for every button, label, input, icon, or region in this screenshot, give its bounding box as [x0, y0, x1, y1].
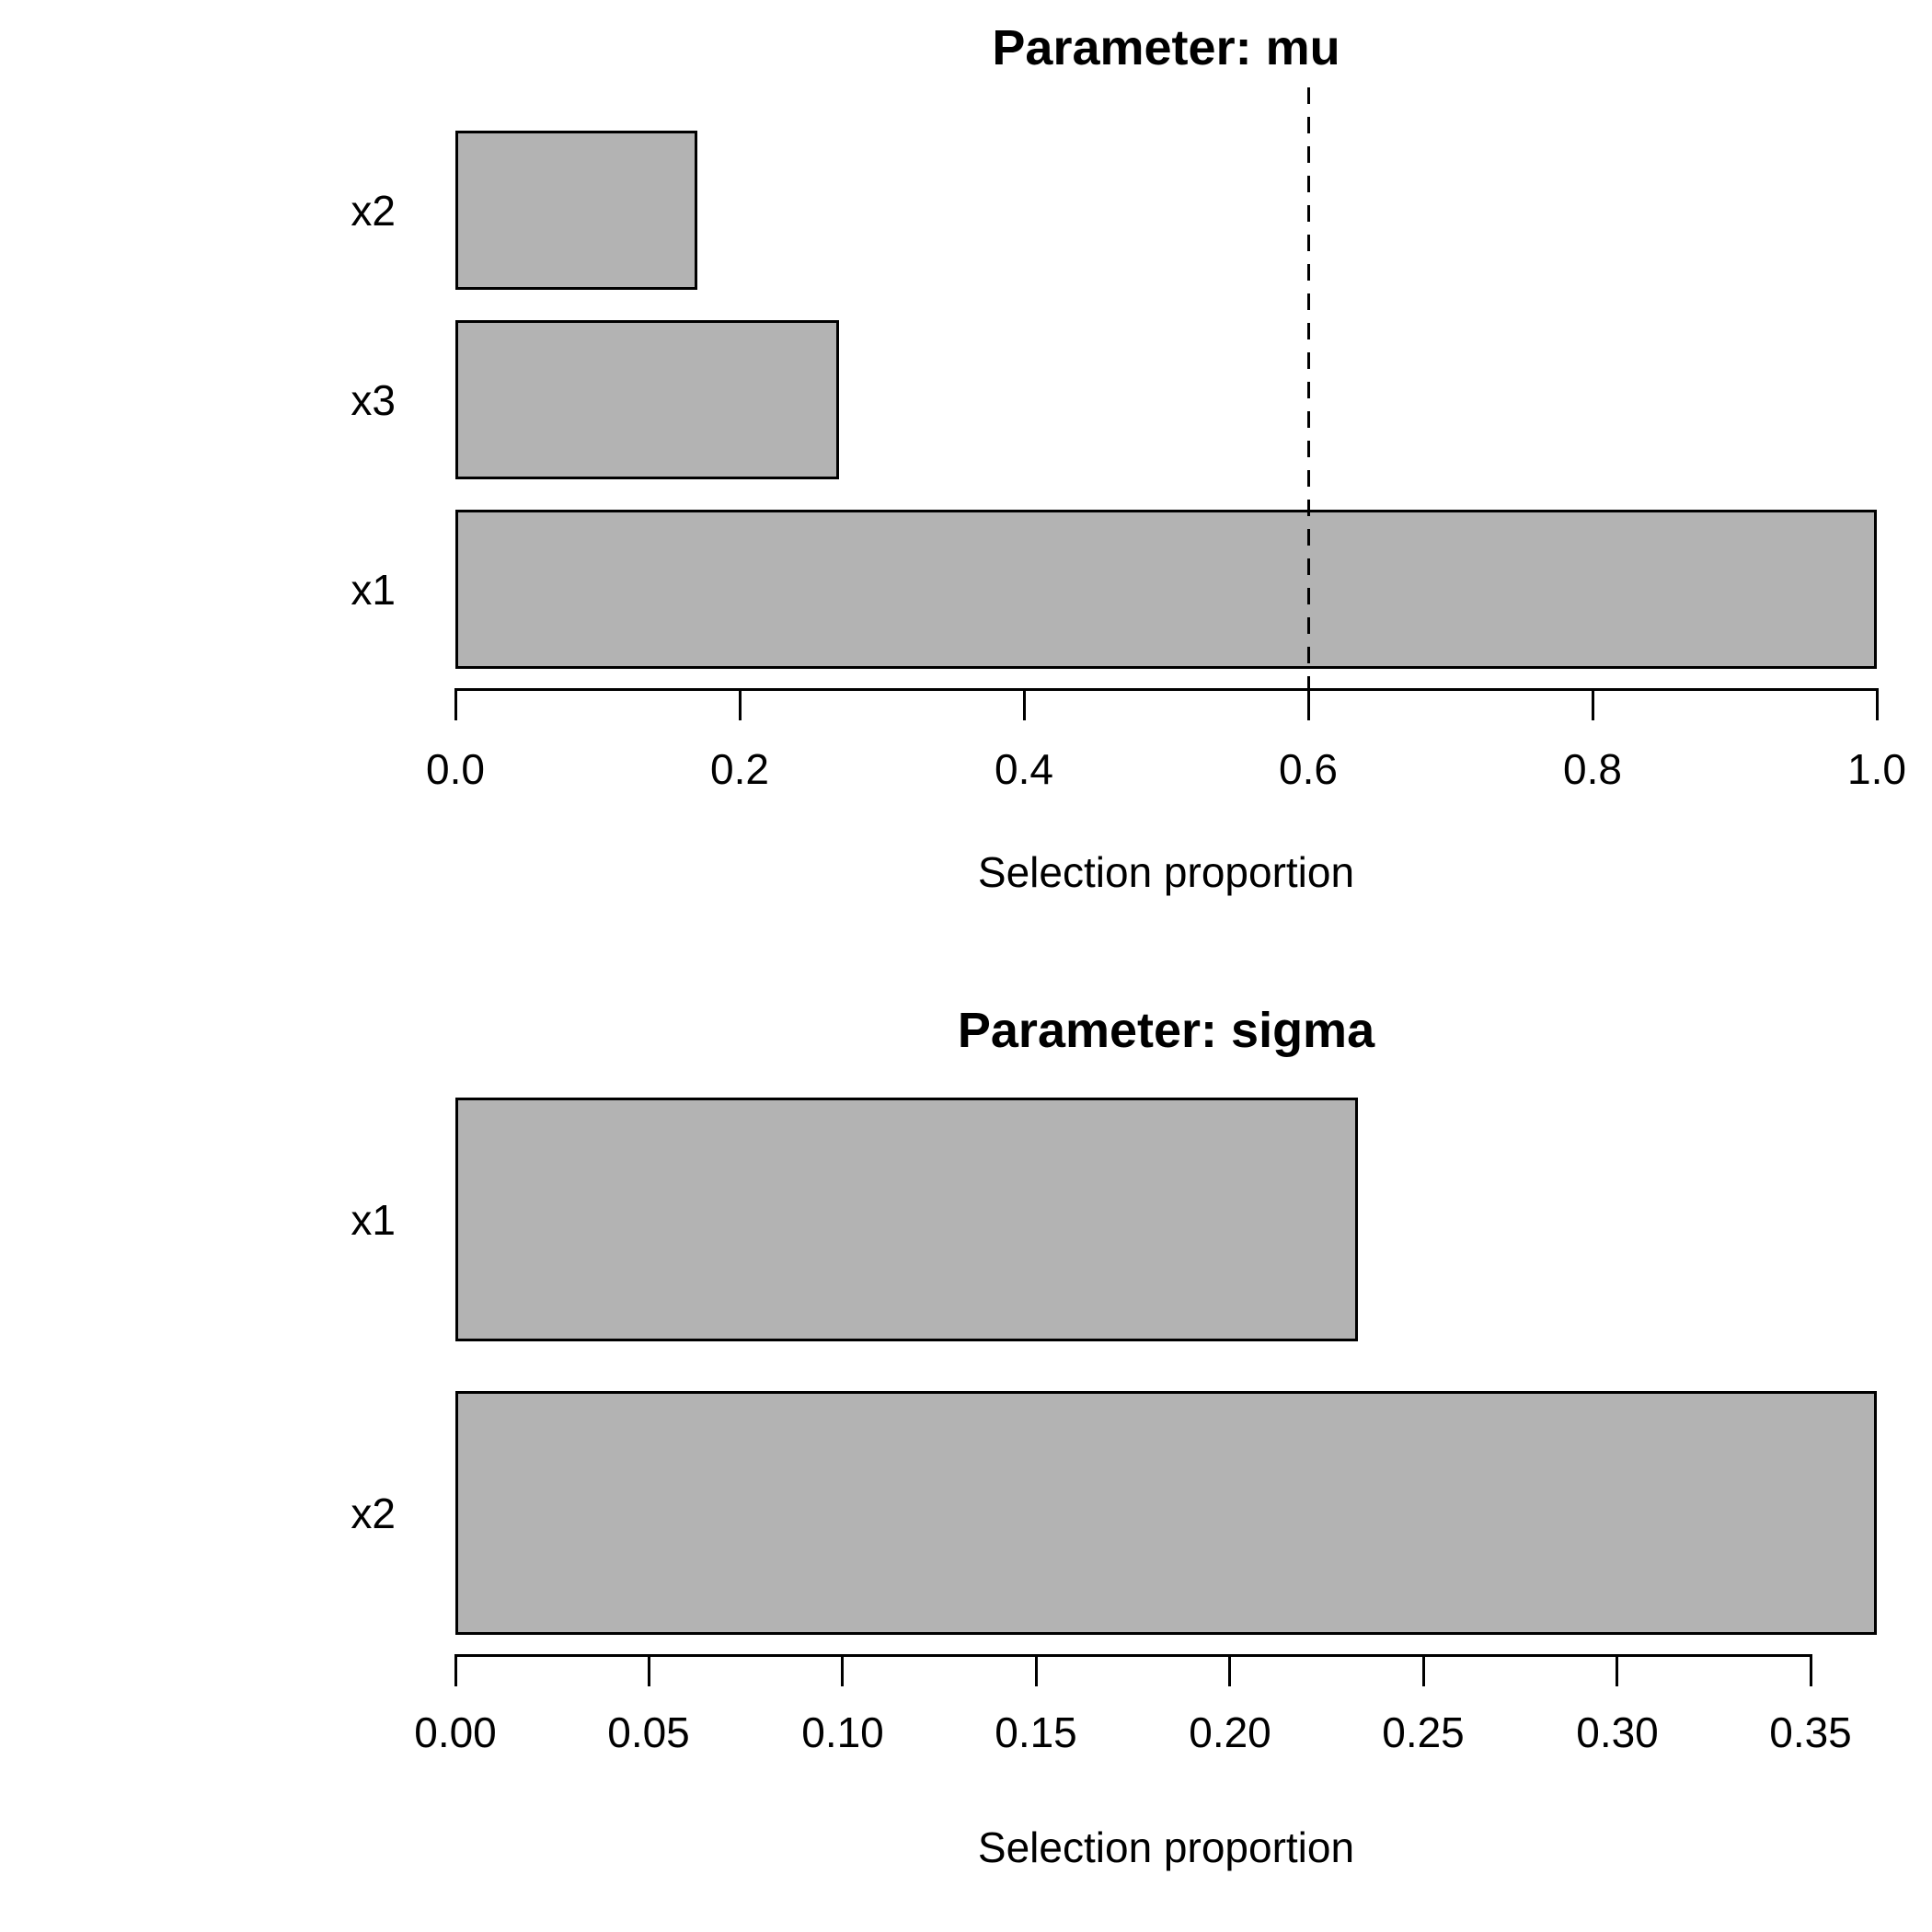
x-tick	[1023, 688, 1026, 720]
x-tick-label: 0.05	[607, 1708, 690, 1756]
x-tick-label: 0.6	[1279, 745, 1338, 793]
x-tick	[841, 1654, 844, 1686]
x-axis-line	[454, 1654, 1812, 1657]
threshold-line	[1307, 87, 1310, 688]
x-tick	[1228, 1654, 1231, 1686]
x-tick	[454, 688, 457, 720]
bar-x3	[455, 320, 839, 479]
x-tick-label: 0.15	[995, 1708, 1077, 1756]
x-tick	[1616, 1654, 1618, 1686]
x-tick-label: 0.4	[995, 745, 1053, 793]
x-tick-label: 0.00	[414, 1708, 497, 1756]
x-axis-label: Selection proportion	[977, 848, 1355, 896]
x-tick-label: 0.10	[801, 1708, 884, 1756]
x-axis-label: Selection proportion	[977, 1823, 1355, 1871]
x-tick-label: 0.8	[1563, 745, 1622, 793]
bar-x2	[455, 131, 697, 290]
x-tick	[739, 688, 742, 720]
x-tick-label: 0.25	[1382, 1708, 1465, 1756]
bar-x1	[455, 510, 1877, 669]
x-tick	[1035, 1654, 1038, 1686]
x-tick-label: 0.0	[426, 745, 485, 793]
x-tick-label: 1.0	[1847, 745, 1906, 793]
x-tick	[454, 1654, 457, 1686]
x-tick	[1307, 688, 1310, 720]
x-tick	[1810, 1654, 1812, 1686]
category-label: x3	[351, 376, 396, 424]
x-tick-label: 0.20	[1189, 1708, 1271, 1756]
x-tick-label: 0.30	[1576, 1708, 1659, 1756]
category-label: x2	[351, 1489, 396, 1537]
chart-title: Parameter: mu	[992, 20, 1340, 75]
x-tick	[1592, 688, 1594, 720]
x-tick	[1876, 688, 1879, 720]
x-axis-line	[454, 688, 1879, 691]
x-tick	[648, 1654, 650, 1686]
chart-title: Parameter: sigma	[957, 1003, 1375, 1058]
x-tick-label: 0.35	[1769, 1708, 1852, 1756]
category-label: x2	[351, 187, 396, 235]
x-tick-label: 0.2	[710, 745, 769, 793]
bar-x2	[455, 1391, 1877, 1635]
x-tick	[1422, 1654, 1425, 1686]
category-label: x1	[351, 566, 396, 614]
bar-x1	[455, 1098, 1358, 1341]
category-label: x1	[351, 1196, 396, 1244]
